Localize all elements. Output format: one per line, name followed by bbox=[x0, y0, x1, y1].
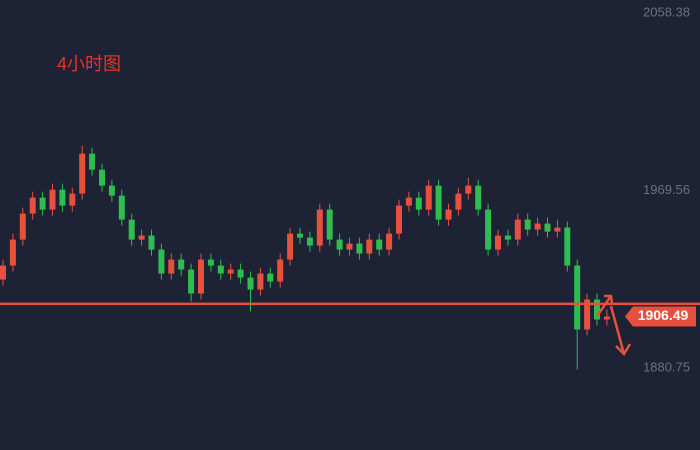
candle-body bbox=[118, 195, 125, 220]
candle-body bbox=[574, 265, 581, 330]
chart-title: 4小时图 bbox=[57, 54, 121, 74]
candle-body bbox=[544, 223, 551, 232]
candle-body bbox=[49, 189, 56, 210]
candle-body bbox=[29, 197, 36, 214]
candle-body bbox=[564, 227, 571, 266]
candle-body bbox=[524, 219, 531, 230]
candle-body bbox=[396, 205, 402, 234]
candle-body bbox=[168, 259, 175, 274]
candle-body bbox=[108, 185, 115, 196]
y-tick-label: 1969.56 bbox=[643, 182, 690, 197]
arrows bbox=[595, 294, 632, 357]
candle-body bbox=[554, 227, 561, 232]
candle-body bbox=[267, 273, 274, 282]
candle-body bbox=[495, 235, 501, 250]
candle-body bbox=[386, 233, 393, 250]
candle-body bbox=[237, 269, 244, 278]
candle-body bbox=[217, 265, 224, 274]
candle-body bbox=[455, 193, 462, 210]
candle-body bbox=[9, 239, 16, 266]
arrow-down bbox=[609, 305, 632, 357]
candle-body bbox=[316, 209, 323, 246]
candle-body bbox=[336, 239, 343, 250]
candle-body bbox=[425, 185, 432, 210]
candle-body bbox=[227, 269, 234, 274]
candle-body bbox=[39, 197, 46, 210]
candle-body bbox=[594, 299, 600, 320]
candle-body bbox=[79, 153, 86, 194]
candle-body bbox=[376, 239, 383, 250]
candle-body bbox=[89, 153, 96, 170]
y-tick-label: 2058.38 bbox=[643, 4, 690, 19]
candle-body bbox=[297, 233, 303, 238]
candle-body bbox=[346, 243, 353, 250]
candle-body bbox=[465, 185, 472, 194]
candle-body bbox=[59, 189, 66, 206]
candle-body bbox=[19, 213, 26, 240]
candle-body bbox=[188, 269, 195, 294]
candle-body bbox=[158, 249, 165, 274]
candle-body bbox=[415, 197, 422, 210]
candle-body bbox=[326, 209, 333, 240]
candle-body bbox=[128, 219, 135, 240]
candle-body bbox=[405, 197, 412, 206]
last-price-label: 1906.49 bbox=[638, 307, 689, 323]
candle-body bbox=[257, 273, 264, 290]
candle-body bbox=[198, 259, 204, 294]
candle-body bbox=[534, 223, 541, 230]
candle-body bbox=[207, 259, 214, 266]
candle-body bbox=[584, 299, 591, 330]
candle-body bbox=[366, 239, 373, 254]
candle-body bbox=[514, 219, 521, 240]
candle-body bbox=[0, 265, 6, 280]
candle-body bbox=[475, 185, 482, 210]
candle-body bbox=[603, 316, 610, 320]
candle-body bbox=[435, 185, 442, 220]
candle-body bbox=[445, 209, 452, 220]
candle-body bbox=[99, 169, 105, 186]
candle-body bbox=[178, 259, 185, 270]
candle-body bbox=[306, 237, 313, 246]
candle-body bbox=[485, 209, 492, 250]
arrow-up bbox=[595, 294, 614, 317]
candle-body bbox=[148, 235, 155, 250]
plot: 2058.38 1969.56 1880.75 1906.49 bbox=[0, 4, 700, 374]
candle-body bbox=[356, 243, 363, 254]
candle-body bbox=[138, 235, 145, 240]
y-tick-label: 1880.75 bbox=[643, 359, 690, 374]
candle-body bbox=[277, 259, 284, 282]
last-price-box bbox=[625, 306, 696, 327]
candle-body bbox=[69, 193, 76, 206]
candle-body bbox=[287, 233, 294, 260]
candle-body bbox=[247, 277, 254, 290]
candle-body bbox=[504, 235, 511, 240]
